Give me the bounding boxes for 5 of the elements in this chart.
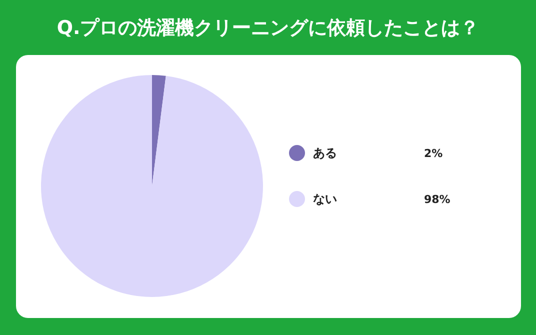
data-label: 98%: [424, 193, 450, 206]
chart-title: Q.プロの洗濯機クリーニングに依頼したことは？: [56, 17, 480, 39]
legend-label: ある: [313, 146, 337, 160]
data-label: 2%: [424, 147, 443, 160]
legend-label: ない: [313, 192, 337, 206]
